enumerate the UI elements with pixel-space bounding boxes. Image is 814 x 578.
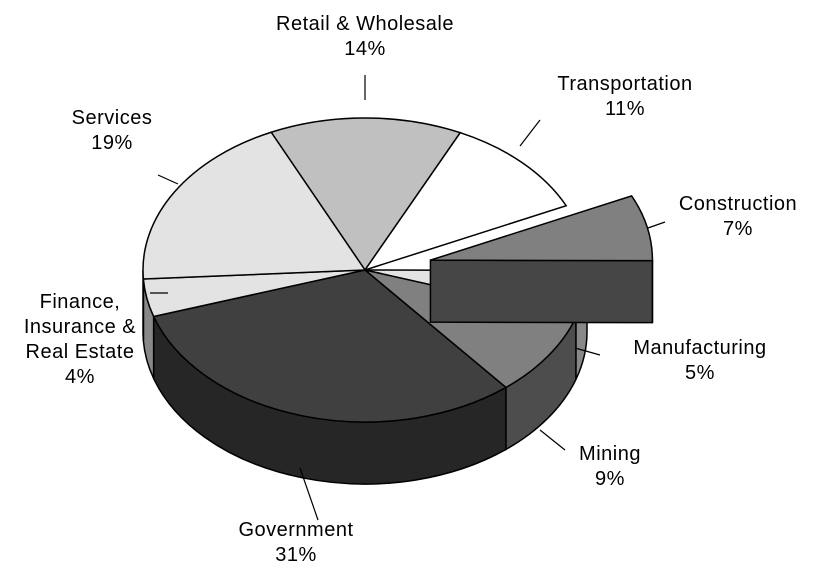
leader-line [519, 119, 541, 147]
leader-line [574, 347, 601, 356]
value-label: 19% [91, 132, 133, 154]
leader-line [299, 467, 319, 521]
category-label: Manufacturing [633, 337, 767, 359]
slice-label: Manufacturing 5% [590, 336, 810, 386]
slice [142, 131, 367, 280]
category-label: Government [238, 519, 354, 541]
slice-face [429, 259, 654, 324]
value-label: 5% [685, 362, 715, 384]
slice-label: Retail & Wholesale 14% [215, 12, 515, 62]
leader-line [647, 221, 666, 229]
slice-label: Finance, Insurance & Real Estate 4% [20, 290, 140, 390]
slice [363, 131, 568, 272]
slice [152, 269, 508, 423]
leader-line [157, 174, 179, 185]
category-label: Services [71, 107, 153, 129]
category-label: Transportation [557, 73, 693, 95]
value-label: 11% [604, 98, 646, 120]
slice-label: Transportation 11% [515, 72, 735, 122]
value-label: 7% [723, 218, 753, 240]
category-label: Mining [579, 443, 641, 465]
value-label: 31% [275, 544, 317, 566]
value-label: 14% [344, 38, 386, 60]
slice-label: Services 19% [32, 106, 192, 156]
leader-line [539, 429, 566, 451]
value-label: 4% [65, 366, 95, 388]
slice [269, 117, 462, 272]
slice-label: Government 31% [196, 518, 396, 568]
value-label: 9% [595, 468, 625, 490]
slice-label: Mining 9% [540, 442, 680, 492]
category-label: Construction [678, 193, 798, 215]
slice-label: Construction 7% [653, 192, 814, 242]
category-label: Finance, Insurance & Real Estate [23, 291, 137, 363]
slice [430, 195, 654, 262]
category-label: Retail & Wholesale [276, 13, 454, 35]
